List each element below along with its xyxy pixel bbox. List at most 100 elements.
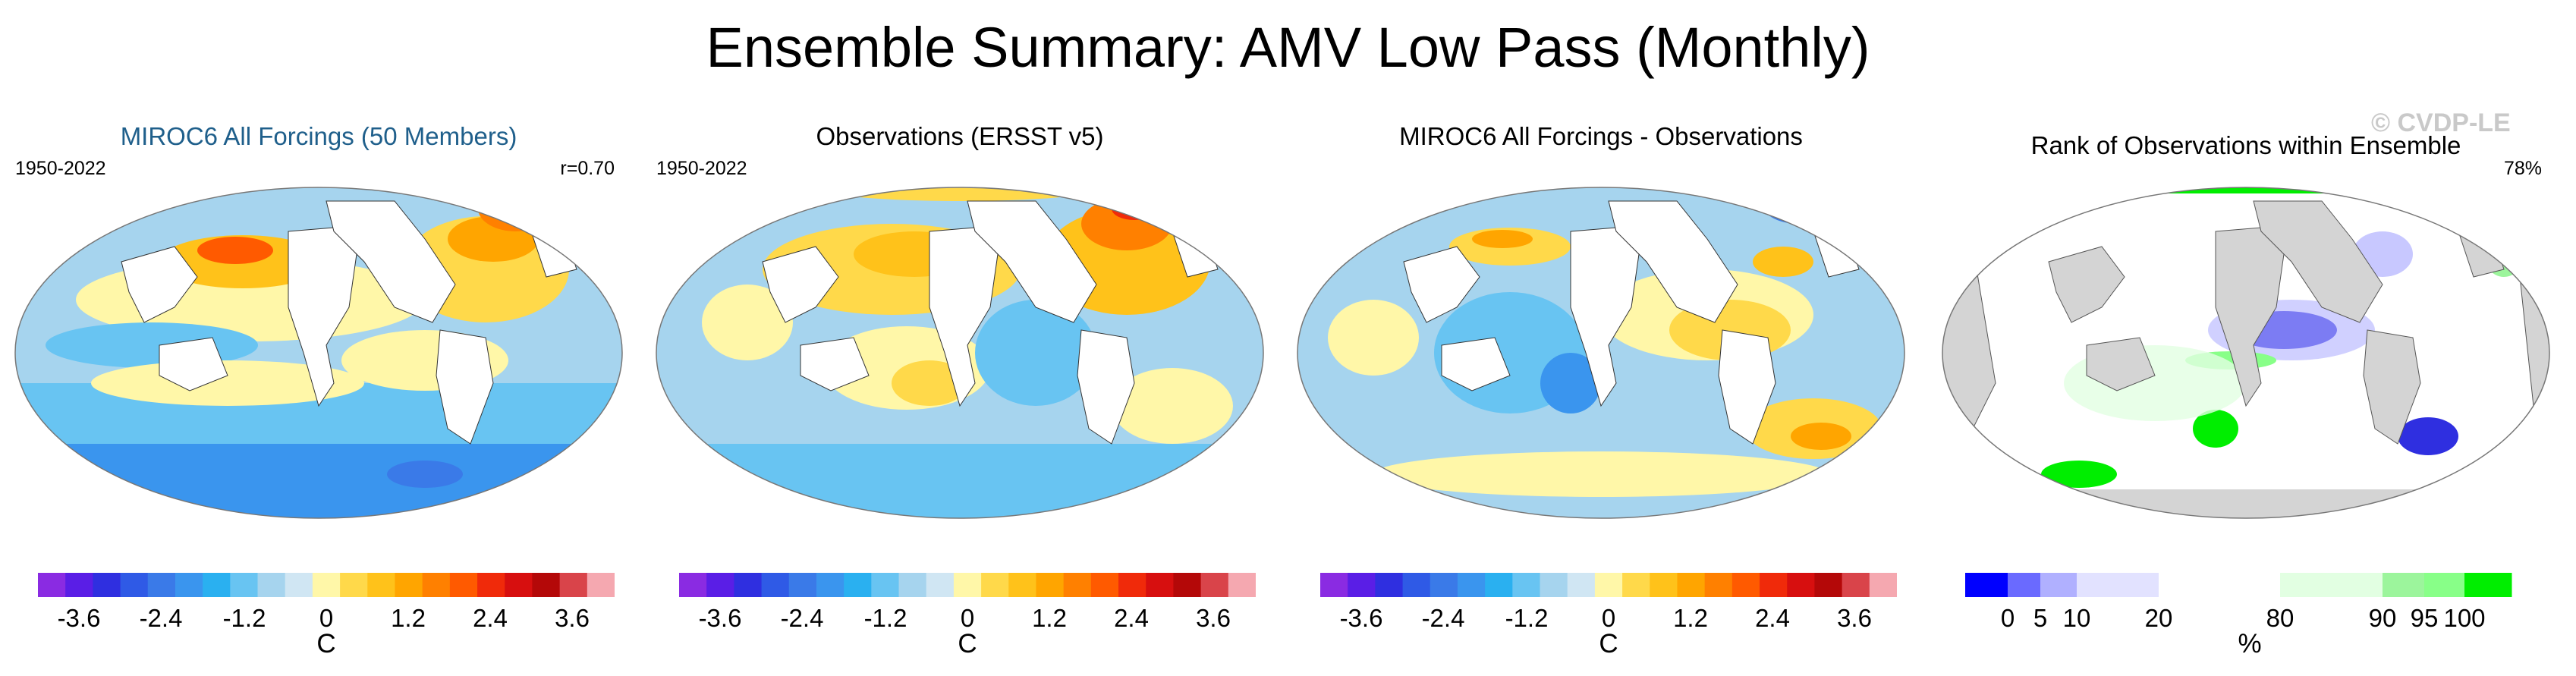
panel-title: MIROC6 All Forcings - Observations xyxy=(1399,122,1803,150)
colorbar-swatch xyxy=(203,573,231,597)
temperature-colorbar xyxy=(679,573,1256,597)
colorbar-swatch xyxy=(230,573,259,597)
period-label: 1950-2022 xyxy=(15,158,106,179)
colorbar-swatch xyxy=(898,573,927,597)
colorbar-swatch xyxy=(1594,573,1623,597)
colorbar-swatch xyxy=(257,573,286,597)
rank-colorbar xyxy=(1965,573,2512,597)
colorbar-tick: -1.2 xyxy=(863,604,907,632)
colorbar-swatch xyxy=(1090,573,1119,597)
colorbar-swatch xyxy=(2383,573,2425,597)
colorbar-swatch xyxy=(1760,573,1788,597)
colorbar-swatch xyxy=(395,573,423,597)
sst-pattern-map xyxy=(656,187,1264,519)
colorbar-swatch xyxy=(312,573,341,597)
colorbar-swatch xyxy=(926,573,955,597)
colorbar-tick: 1.2 xyxy=(1032,604,1067,632)
colorbar-swatch xyxy=(2464,573,2512,597)
colorbar-swatch xyxy=(1402,573,1431,597)
colorbar-swatch xyxy=(1036,573,1065,597)
colorbar-unit: C xyxy=(958,629,977,659)
period-label: 1950-2022 xyxy=(656,158,747,179)
colorbar-swatch xyxy=(1512,573,1541,597)
colorbar-swatch xyxy=(981,573,1009,597)
panel-title: Rank of Observations within Ensemble xyxy=(2030,131,2461,159)
colorbar-unit: % xyxy=(2238,629,2262,659)
colorbar-swatch xyxy=(871,573,900,597)
colorbar-swatch xyxy=(1430,573,1458,597)
colorbar-swatch xyxy=(1814,573,1843,597)
colorbar-swatch xyxy=(2424,573,2465,597)
colorbar-unit: C xyxy=(316,629,336,659)
colorbar-tick: 3.6 xyxy=(1837,604,1872,632)
colorbar-swatch xyxy=(734,573,763,597)
colorbar-swatch xyxy=(1348,573,1376,597)
colorbar-swatch xyxy=(1118,573,1146,597)
colorbar-tick: 0 xyxy=(1601,604,1616,632)
panel-rank: Rank of Observations within Ensemble 78% xyxy=(1927,114,2565,675)
panel-observations: Observations (ERSST v5) 1950-2022 xyxy=(641,114,1279,675)
temperature-colorbar xyxy=(38,573,615,597)
sst-difference-map xyxy=(1297,187,1905,519)
colorbar-tick: 0 xyxy=(960,604,975,632)
colorbar-swatch xyxy=(38,573,66,597)
panel-model-minus-obs: MIROC6 All Forcings - Observations xyxy=(1282,114,1920,675)
colorbar-tick: 3.6 xyxy=(555,604,590,632)
panel-model-ensemble: MIROC6 All Forcings (50 Members) 1950-20… xyxy=(0,114,637,675)
colorbar-tick: 5 xyxy=(2033,604,2048,632)
colorbar-tick: 90 xyxy=(2368,604,2397,632)
colorbar-swatch xyxy=(1228,573,1256,597)
colorbar-swatch xyxy=(587,573,615,597)
figure-title: Ensemble Summary: AMV Low Pass (Monthly) xyxy=(706,16,1870,79)
colorbar-swatch xyxy=(2008,573,2041,597)
colorbar-tick: -3.6 xyxy=(1339,604,1383,632)
colorbar-swatch xyxy=(706,573,734,597)
colorbar-tick: 10 xyxy=(2062,604,2091,632)
colorbar-swatch xyxy=(505,573,533,597)
colorbar-swatch xyxy=(559,573,588,597)
colorbar-swatch xyxy=(147,573,176,597)
sst-pattern-map xyxy=(14,187,623,519)
colorbar-swatch xyxy=(1540,573,1568,597)
colorbar-tick: -1.2 xyxy=(222,604,266,632)
colorbar-swatch xyxy=(2040,573,2077,597)
colorbar-swatch xyxy=(1869,573,1897,597)
colorbar-swatch xyxy=(1485,573,1513,597)
colorbar-tick: 1.2 xyxy=(1673,604,1708,632)
colorbar-tick: 95 xyxy=(2410,604,2439,632)
colorbar-tick: 2.4 xyxy=(1114,604,1149,632)
copyright-watermark: © CVDP-LE xyxy=(2371,108,2511,137)
panel-title: Observations (ERSST v5) xyxy=(816,122,1104,150)
colorbar-swatch xyxy=(1063,573,1092,597)
colorbar-tick: -2.4 xyxy=(780,604,824,632)
colorbar-tick: -2.4 xyxy=(139,604,183,632)
colorbar-tick: -3.6 xyxy=(698,604,742,632)
colorbar-swatch xyxy=(1146,573,1174,597)
colorbar-tick: 100 xyxy=(2443,604,2486,632)
colorbar-swatch xyxy=(1731,573,1760,597)
colorbar-swatch xyxy=(1008,573,1036,597)
colorbar-swatch xyxy=(1650,573,1678,597)
colorbar-tick: 3.6 xyxy=(1196,604,1231,632)
colorbar-swatch xyxy=(120,573,149,597)
colorbar-swatch xyxy=(953,573,982,597)
colorbar-swatch xyxy=(1622,573,1650,597)
colorbar-tick: -1.2 xyxy=(1505,604,1549,632)
colorbar-swatch xyxy=(477,573,505,597)
colorbar-tick: 80 xyxy=(2266,604,2294,632)
colorbar-swatch xyxy=(449,573,478,597)
colorbar-swatch xyxy=(1704,573,1733,597)
colorbar-swatch xyxy=(422,573,451,597)
colorbar-swatch xyxy=(93,573,121,597)
colorbar-swatch xyxy=(1787,573,1815,597)
colorbar-swatch xyxy=(1173,573,1202,597)
rank-percent-label: 78% xyxy=(2503,158,2542,179)
colorbar-swatch xyxy=(285,573,313,597)
colorbar-swatch xyxy=(1842,573,1870,597)
colorbar-tick: -3.6 xyxy=(57,604,101,632)
colorbar-swatch xyxy=(2077,573,2159,597)
temperature-colorbar xyxy=(1320,573,1897,597)
panel-title: MIROC6 All Forcings (50 Members) xyxy=(120,122,517,150)
rank-map xyxy=(1942,187,2550,519)
colorbar-unit: C xyxy=(1599,629,1618,659)
